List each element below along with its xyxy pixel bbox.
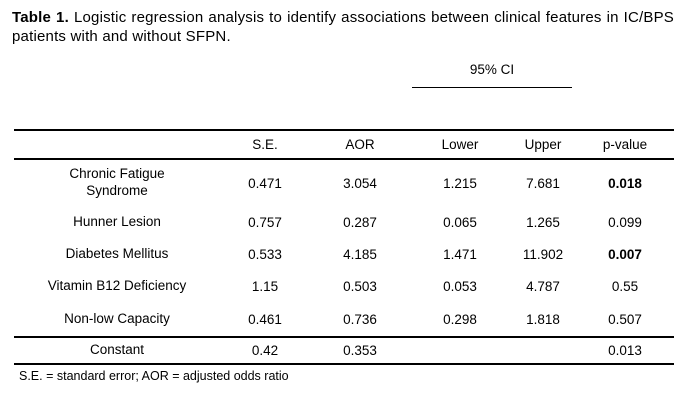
cell-pvalue: 0.55 — [611, 279, 639, 294]
cell-lower — [410, 337, 510, 364]
cell-se: 0.42 — [251, 342, 279, 358]
cell-se: 0.471 — [248, 175, 282, 191]
table-row: Constant 0.42 0.353 0.013 — [14, 336, 674, 364]
table-row: Chronic Fatigue Syndrome 0.471 3.054 1.2… — [14, 159, 674, 207]
table-row: Non-low Capacity 0.461 0.736 0.298 1.818… — [14, 303, 674, 337]
table-caption-text: Logistic regression analysis to identify… — [12, 9, 675, 45]
row-label: Chronic Fatigue Syndrome — [69, 166, 165, 198]
ci-span-header-row: 95% CI — [14, 62, 674, 96]
header-cell-pvalue: p-value — [602, 136, 648, 152]
row-label: Vitamin B12 Deficiency — [47, 278, 187, 294]
cell-pvalue: 0.007 — [608, 247, 642, 262]
cell-pvalue: 0.013 — [608, 342, 642, 358]
cell-aor: 0.287 — [343, 215, 377, 230]
cell-se: 0.757 — [248, 215, 282, 230]
cell-lower: 1.215 — [443, 175, 477, 191]
cell-pvalue: 0.099 — [608, 215, 642, 230]
cell-upper: 1.265 — [526, 215, 560, 230]
header-cell-lower: Lower — [441, 136, 479, 152]
row-label: Hunner Lesion — [73, 214, 161, 230]
cell-se: 0.533 — [248, 247, 282, 262]
header-cell-label — [14, 130, 220, 159]
header-cell-se: S.E. — [252, 136, 278, 152]
header-cell-upper: Upper — [524, 136, 562, 152]
table-caption-number: Table 1. — [12, 9, 69, 26]
cell-upper: 1.818 — [526, 311, 560, 327]
row-label: Constant — [89, 341, 145, 357]
ci-span-header: 95% CI — [412, 62, 572, 88]
header-cell-aor: AOR — [345, 136, 375, 152]
table-caption: Table 1. Logistic regression analysis to… — [0, 0, 686, 47]
table-body: Chronic Fatigue Syndrome 0.471 3.054 1.2… — [14, 159, 674, 364]
cell-se: 1.15 — [251, 279, 279, 294]
cell-pvalue: 0.018 — [608, 175, 642, 191]
cell-lower: 0.065 — [443, 215, 477, 230]
cell-aor: 0.503 — [343, 279, 377, 294]
cell-se: 0.461 — [248, 311, 282, 327]
table-row: Diabetes Mellitus 0.533 4.185 1.471 11.9… — [14, 239, 674, 271]
cell-aor: 0.353 — [343, 342, 377, 358]
cell-lower: 0.053 — [443, 279, 477, 294]
table-row: Hunner Lesion 0.757 0.287 0.065 1.265 0.… — [14, 207, 674, 239]
table-row: Vitamin B12 Deficiency 1.15 0.503 0.053 … — [14, 271, 674, 303]
cell-aor: 3.054 — [343, 175, 377, 191]
cell-upper: 11.902 — [522, 247, 564, 262]
cell-upper — [510, 337, 576, 364]
cell-aor: 4.185 — [343, 247, 377, 262]
header-row: S.E. AOR Lower Upper p-value — [14, 130, 674, 159]
row-label: Non-low Capacity — [64, 310, 170, 326]
row-label: Diabetes Mellitus — [65, 246, 169, 262]
table-footnote: S.E. = standard error; AOR = adjusted od… — [19, 368, 289, 383]
regression-table: S.E. AOR Lower Upper p-value Chronic Fat… — [14, 128, 674, 365]
cell-aor: 0.736 — [343, 311, 377, 327]
cell-lower: 0.298 — [443, 311, 477, 327]
cell-upper: 7.681 — [526, 175, 560, 191]
cell-pvalue: 0.507 — [608, 311, 642, 327]
table-header: S.E. AOR Lower Upper p-value — [14, 130, 674, 159]
cell-upper: 4.787 — [526, 279, 560, 294]
cell-lower: 1.471 — [443, 247, 477, 262]
